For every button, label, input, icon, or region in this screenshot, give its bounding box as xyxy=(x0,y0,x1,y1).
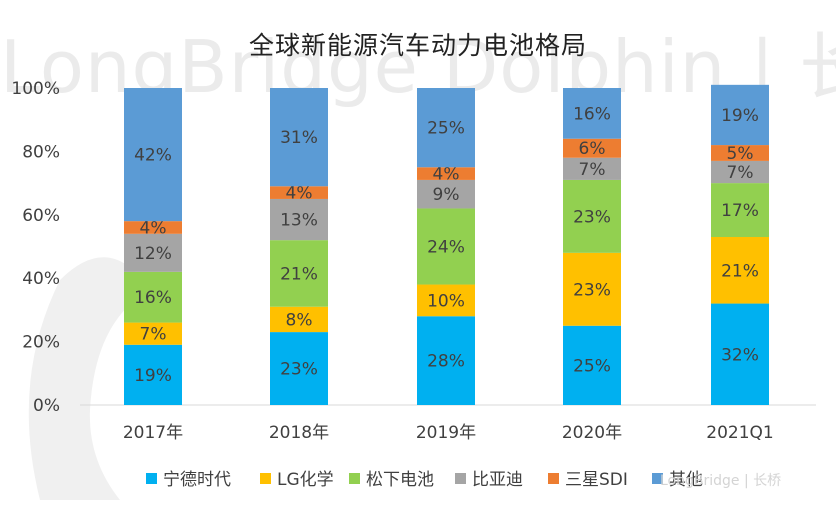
legend-label: 比亚迪 xyxy=(472,470,523,490)
bar-segment xyxy=(270,186,328,199)
bar-segment xyxy=(270,198,328,241)
bar-segment xyxy=(563,179,621,253)
legend-swatch xyxy=(260,473,271,484)
legend-swatch xyxy=(455,473,466,484)
x-tick-label: 2020年 xyxy=(562,423,622,443)
legend-swatch xyxy=(349,473,360,484)
bar-segment xyxy=(417,284,475,317)
legend-label: 松下电池 xyxy=(366,470,434,490)
y-tick-label: 20% xyxy=(22,333,60,353)
data-label: 17% xyxy=(721,201,759,221)
bar-segment xyxy=(711,84,769,146)
bar-segment xyxy=(563,325,621,405)
x-tick-label: 2019年 xyxy=(416,423,476,443)
data-label: 9% xyxy=(433,185,460,205)
y-tick-label: 0% xyxy=(33,396,60,416)
bar-segment xyxy=(417,167,475,180)
bar-segment xyxy=(270,240,328,307)
data-label: 19% xyxy=(721,106,759,126)
bar-segment xyxy=(563,157,621,180)
data-label: 4% xyxy=(433,165,460,185)
bar-segment xyxy=(124,221,182,234)
data-label: 7% xyxy=(140,325,167,345)
data-label: 10% xyxy=(427,291,465,311)
data-label: 25% xyxy=(427,119,465,139)
bar-segment xyxy=(711,183,769,237)
bar-segment xyxy=(417,208,475,285)
bar-segment xyxy=(563,138,621,158)
bar-segment xyxy=(270,88,328,187)
data-label: 4% xyxy=(286,184,313,204)
x-tick-label: 2021Q1 xyxy=(706,423,773,443)
y-tick-label: 60% xyxy=(22,206,60,226)
bar-segment xyxy=(124,271,182,323)
data-label: 4% xyxy=(140,218,167,238)
data-label: 23% xyxy=(280,360,318,380)
legend-label: 宁德时代 xyxy=(163,470,231,490)
corner-watermark: LongBridge | 长桥 xyxy=(660,473,782,489)
bar-segment xyxy=(124,322,182,345)
bar-segment xyxy=(711,236,769,304)
bar-segment xyxy=(711,303,769,405)
data-label: 7% xyxy=(579,160,606,180)
data-label: 12% xyxy=(134,244,172,264)
bar-segment xyxy=(270,332,328,405)
bar-segment xyxy=(417,88,475,168)
bar-segment xyxy=(270,306,328,333)
bar-segment xyxy=(563,252,621,326)
x-tick-label: 2017年 xyxy=(123,423,183,443)
x-tick-label: 2018年 xyxy=(269,423,329,443)
data-label: 16% xyxy=(573,104,611,124)
data-label: 19% xyxy=(134,366,172,386)
data-label: 6% xyxy=(579,139,606,159)
bar-segment xyxy=(417,316,475,405)
data-label: 13% xyxy=(280,211,318,231)
data-label: 25% xyxy=(573,356,611,376)
bar-segment xyxy=(563,88,621,139)
bar-segment xyxy=(124,88,182,222)
data-label: 21% xyxy=(721,261,759,281)
legend-swatch xyxy=(146,473,157,484)
bar-segment xyxy=(124,344,182,405)
data-label: 23% xyxy=(573,280,611,300)
y-tick-label: 40% xyxy=(22,269,60,289)
y-tick-label: 80% xyxy=(22,142,60,162)
chart-title: 全球新能源汽车动力电池格局 xyxy=(248,31,587,60)
data-label: 21% xyxy=(280,264,318,284)
data-label: 8% xyxy=(286,310,313,330)
data-label: 42% xyxy=(134,146,172,166)
legend-swatch xyxy=(548,473,559,484)
legend-label: 其他 xyxy=(669,470,703,490)
bar-segment xyxy=(124,233,182,272)
bar-segment xyxy=(417,179,475,209)
legend-label: LG化学 xyxy=(277,470,334,490)
bar-segment xyxy=(711,160,769,184)
dolphin-watermark-icon xyxy=(28,257,150,500)
data-label: 23% xyxy=(573,207,611,227)
y-tick-label: 100% xyxy=(11,79,60,99)
legend-swatch xyxy=(652,473,663,484)
data-label: 24% xyxy=(427,238,465,258)
bar-segment xyxy=(711,145,769,161)
data-label: 31% xyxy=(280,128,318,148)
data-label: 28% xyxy=(427,352,465,372)
data-label: 16% xyxy=(134,288,172,308)
data-label: 5% xyxy=(727,144,754,164)
data-label: 32% xyxy=(721,345,759,365)
data-label: 7% xyxy=(727,163,754,183)
legend-label: 三星SDI xyxy=(565,470,628,490)
